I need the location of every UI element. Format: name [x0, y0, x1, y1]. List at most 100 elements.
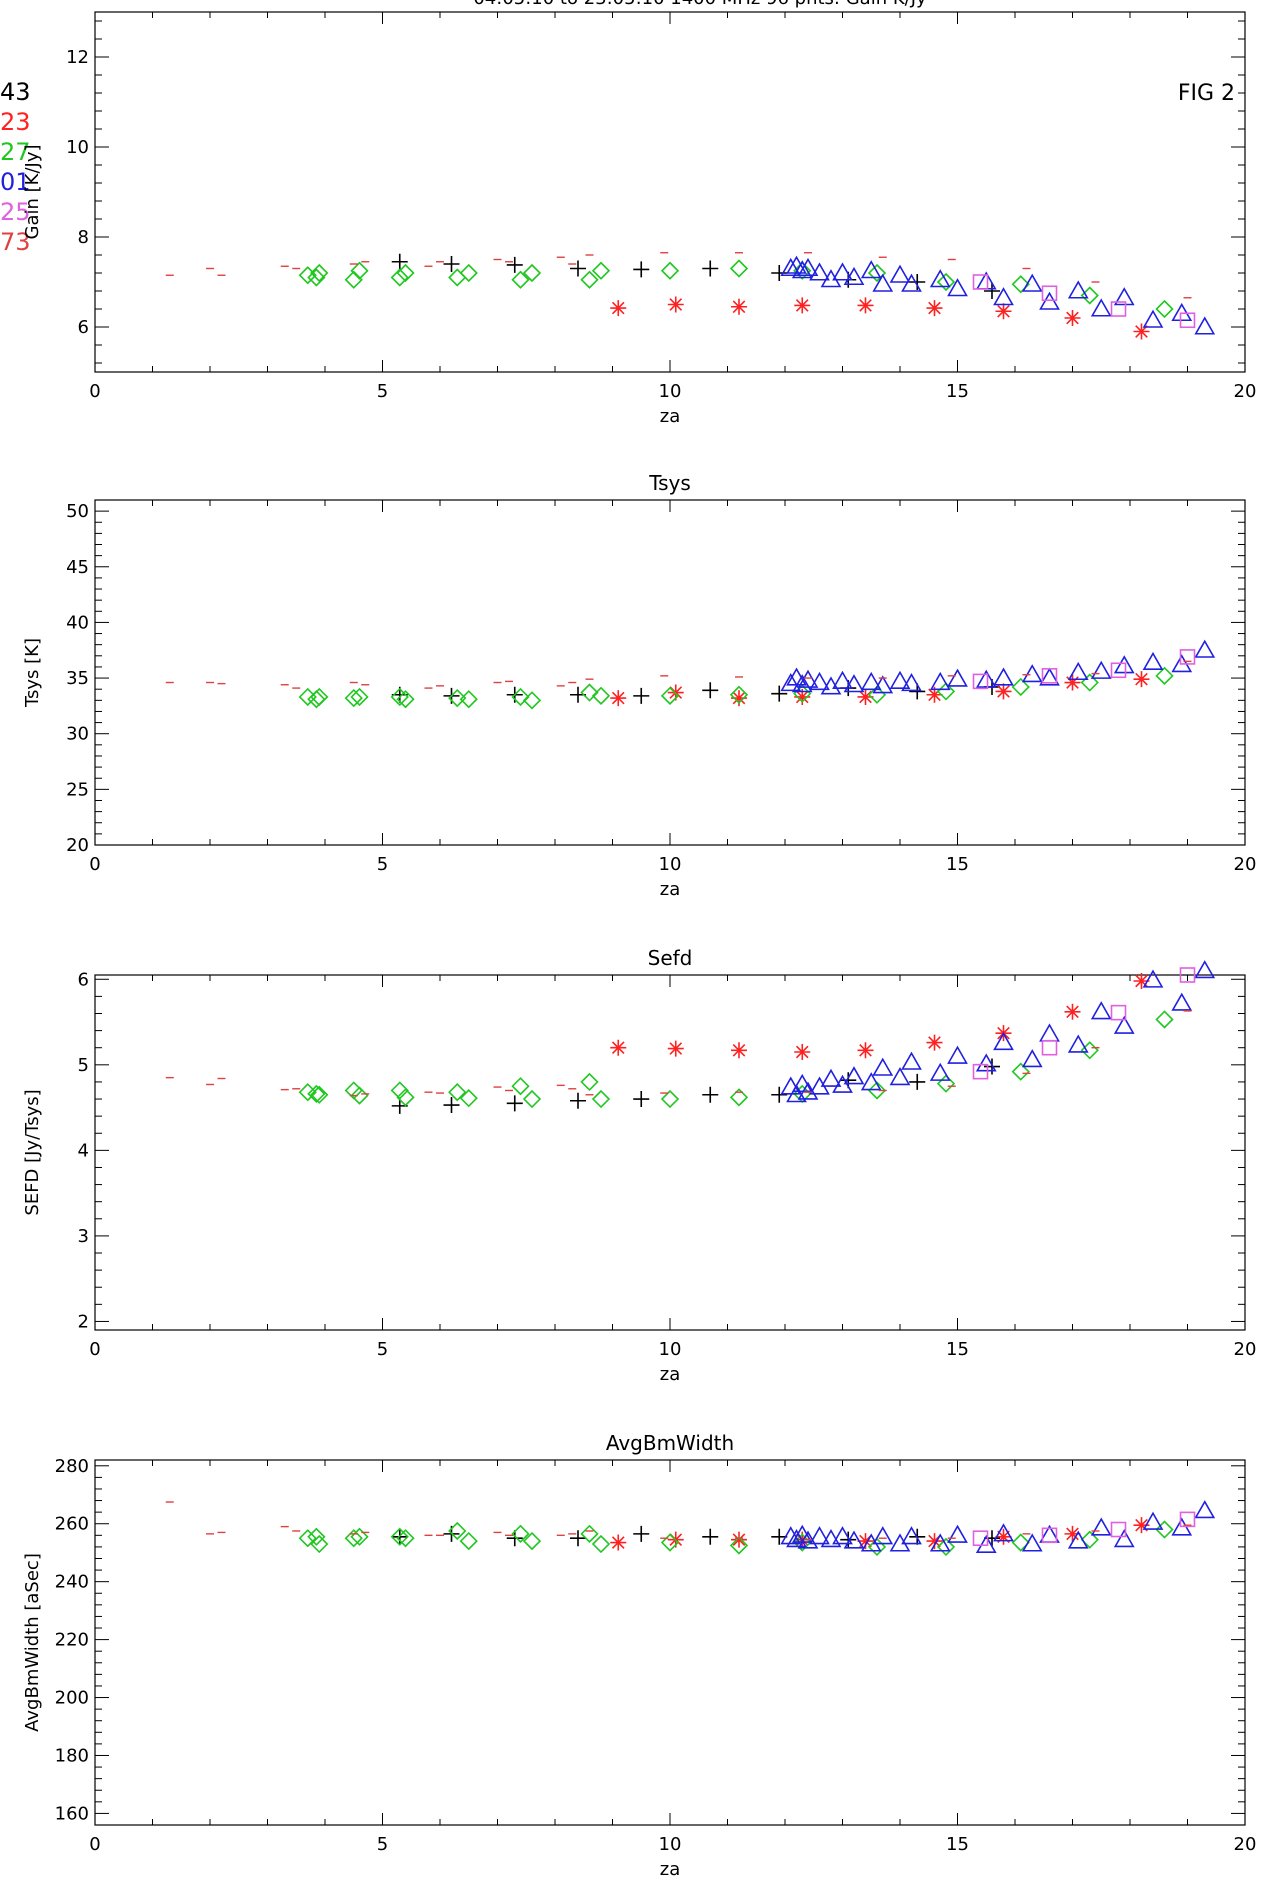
data-point-star — [610, 1534, 627, 1551]
data-point-diamond — [1080, 673, 1099, 692]
data-point-triangle — [791, 1073, 813, 1093]
y-tick-label: 45 — [66, 557, 89, 578]
series-triangle — [780, 960, 1216, 1103]
y-axis-label: AvgBmWidth [aSec] — [22, 1553, 43, 1732]
x-axis-label: za — [660, 1859, 680, 1880]
data-point-diamond — [448, 1521, 467, 1541]
data-point-triangle — [780, 673, 802, 692]
series-dash — [165, 1010, 1192, 1097]
series-square — [972, 967, 1196, 1080]
data-point-triangle — [1113, 1529, 1135, 1548]
data-point-diamond — [459, 263, 478, 283]
x-tick-label: 0 — [89, 854, 100, 875]
data-point-triangle — [993, 1523, 1014, 1542]
data-point-star — [1133, 1517, 1150, 1534]
series-plus — [391, 1058, 1000, 1114]
y-tick-label: 260 — [55, 1514, 89, 1535]
data-point-plus — [570, 260, 586, 277]
data-point-diamond — [522, 263, 542, 283]
chart-panel-3: 0 5 10 15 20 160 180 200 220 240 260 280 AvgBmWidth z… — [22, 1431, 1256, 1880]
data-point-square — [1179, 649, 1196, 665]
data-point-diamond — [390, 687, 409, 707]
data-point-triangle — [1113, 655, 1135, 674]
data-point-triangle — [872, 675, 894, 694]
data-point-star — [857, 1042, 874, 1059]
data-point-diamond — [511, 270, 530, 289]
data-point-diamond — [459, 690, 478, 709]
data-point-triangle — [947, 278, 968, 297]
x-tick-label: 10 — [659, 381, 682, 402]
data-point-triangle — [947, 1524, 968, 1543]
data-point-diamond — [1011, 677, 1030, 697]
y-tick-label: 4 — [78, 1140, 89, 1161]
data-point-diamond — [1155, 1520, 1174, 1539]
data-point-plus — [633, 1525, 650, 1542]
data-point-plus — [633, 687, 650, 704]
data-point-plus — [702, 1528, 719, 1545]
data-point-star — [1064, 1003, 1081, 1020]
data-point-triangle — [1021, 1049, 1043, 1068]
data-point-diamond — [580, 1524, 599, 1544]
data-point-diamond — [310, 687, 329, 707]
data-point-triangle — [1090, 298, 1112, 317]
data-point-triangle — [797, 669, 819, 688]
data-point-star — [995, 1528, 1012, 1545]
data-point-diamond — [396, 1088, 415, 1107]
data-point-triangle — [832, 262, 853, 281]
y-tick-label: 25 — [66, 779, 89, 800]
data-point-plus — [702, 682, 719, 699]
x-tick-label: 20 — [1234, 1834, 1257, 1855]
data-point-diamond — [660, 1533, 680, 1552]
x-tick-label: 10 — [659, 1339, 682, 1360]
data-point-triangle — [809, 671, 830, 691]
data-point-triangle — [901, 673, 922, 692]
data-point-diamond — [448, 1083, 467, 1102]
data-point-triangle — [901, 273, 922, 292]
series-square — [972, 274, 1196, 329]
y-tick-label: 180 — [55, 1745, 89, 1766]
data-point-triangle — [832, 1526, 853, 1545]
y-tick-label: 30 — [66, 724, 89, 745]
x-tick-label: 0 — [89, 1339, 100, 1360]
data-point-diamond — [522, 1531, 542, 1551]
chart-panel-2: 0 5 10 15 20 2 3 4 5 6 Sefd za SEFD [Jy/Tsys] — [22, 946, 1256, 1385]
y-tick-label: 3 — [78, 1226, 89, 1247]
y-tick-label: 5 — [78, 1055, 89, 1076]
data-point-triangle — [832, 670, 853, 689]
data-point-square — [1041, 1039, 1058, 1056]
data-point-diamond — [729, 259, 749, 278]
data-point-diamond — [390, 1527, 409, 1546]
data-point-triangle — [1194, 960, 1216, 979]
data-point-diamond — [350, 687, 369, 707]
x-tick-label: 15 — [946, 381, 969, 402]
data-point-triangle — [860, 1072, 882, 1091]
data-point-plus — [506, 1530, 523, 1547]
data-point-triangle — [1090, 1001, 1112, 1020]
data-point-triangle — [889, 670, 911, 689]
data-point-star — [1133, 972, 1150, 989]
data-point-star — [857, 1533, 874, 1550]
data-point-triangle — [1039, 291, 1060, 310]
data-point-plus — [771, 1528, 788, 1545]
data-point-diamond — [729, 1536, 749, 1555]
data-point-triangle — [1090, 1517, 1112, 1536]
data-point-triangle — [786, 1084, 807, 1103]
source-legend-0: 43 — [0, 78, 31, 106]
chart-panel-1: 0 5 10 15 20 20 25 30 35 40 45 50 Tsys za Tsys [K] — [22, 471, 1256, 900]
data-point-triangle — [1194, 316, 1216, 335]
data-point-square — [1179, 312, 1196, 329]
x-tick-label: 0 — [89, 381, 100, 402]
data-point-triangle — [993, 1031, 1014, 1051]
data-point-diamond — [310, 263, 329, 283]
series-star — [610, 972, 1150, 1060]
data-point-triangle — [820, 269, 842, 288]
data-point-diamond — [729, 685, 749, 704]
data-point-diamond — [511, 1077, 530, 1096]
y-tick-label: 280 — [55, 1456, 89, 1477]
data-point-plus — [840, 1531, 857, 1548]
data-point-triangle — [1142, 651, 1164, 671]
data-point-square — [1179, 1511, 1196, 1528]
data-point-diamond — [1080, 1041, 1099, 1060]
y-tick-label: 50 — [66, 501, 89, 522]
data-point-triangle — [1067, 661, 1089, 681]
